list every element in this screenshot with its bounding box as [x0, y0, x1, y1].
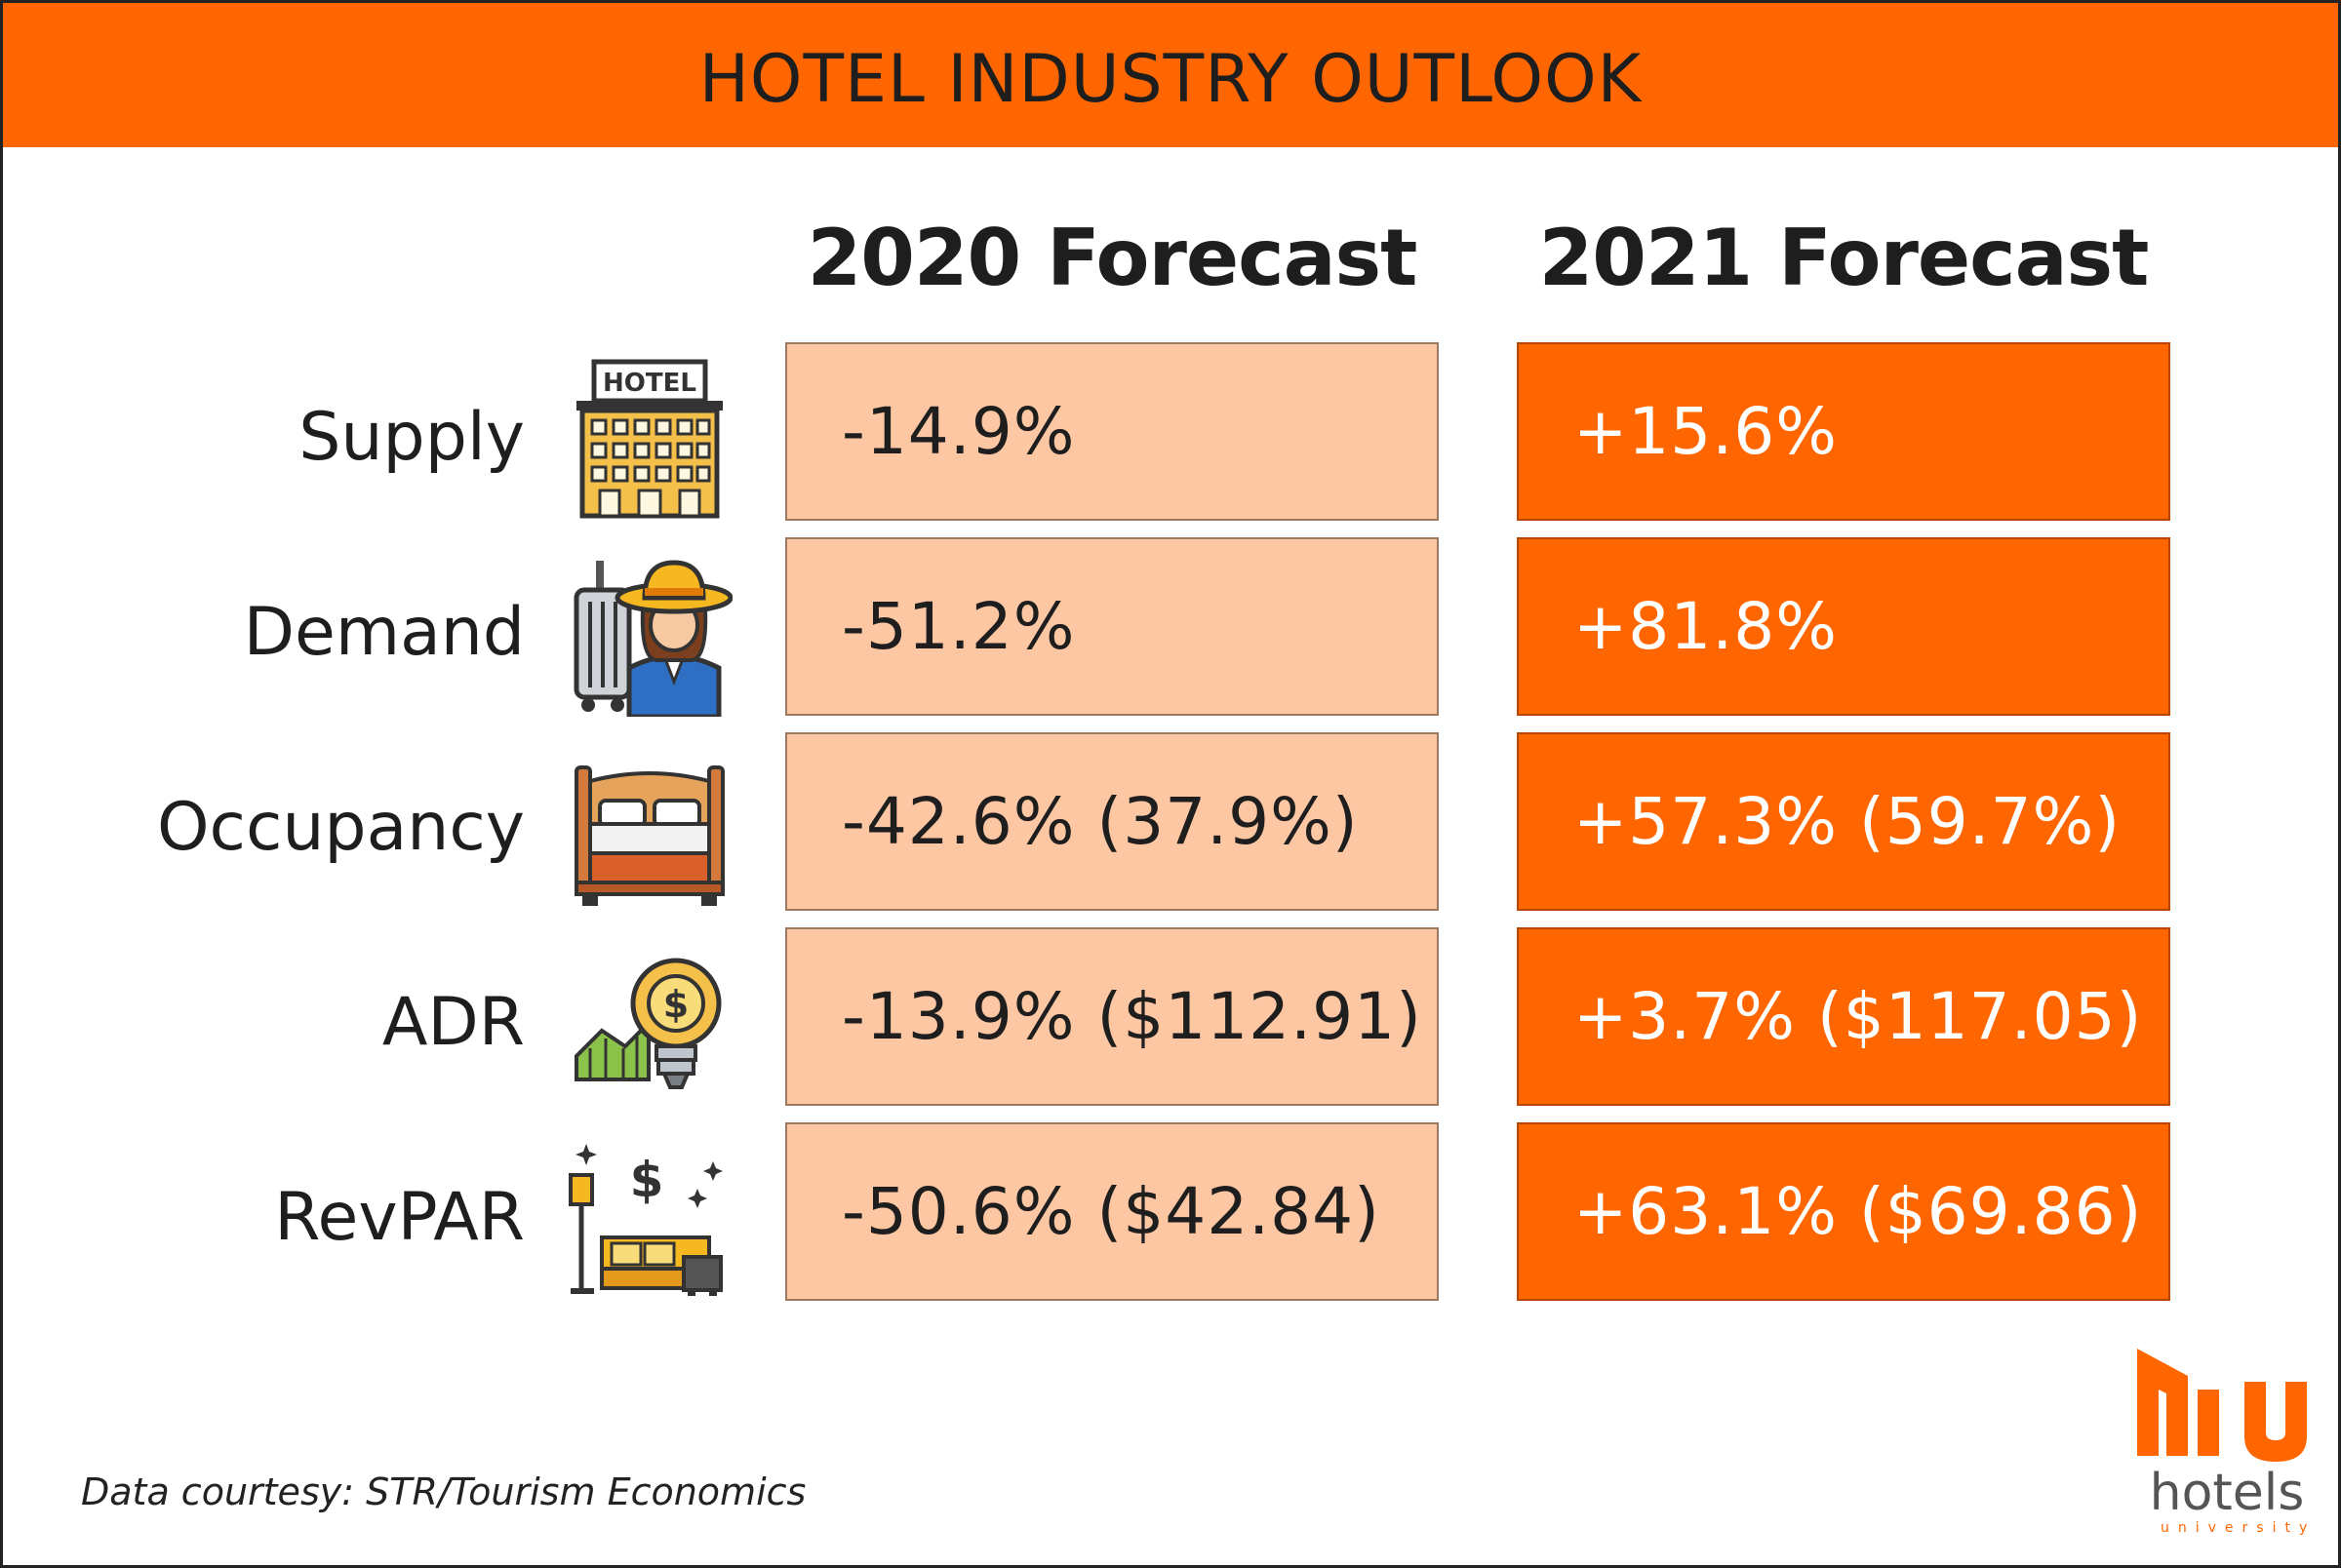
row-label-revpar: RevPAR	[274, 1179, 525, 1256]
column-header-2020: 2020 Forecast	[807, 213, 1418, 303]
hotel-room-dollar-icon: $	[569, 1144, 723, 1296]
cell-supply-2020: -14.9%	[785, 342, 1439, 521]
cell-demand-2021: +81.8%	[1517, 537, 2170, 716]
cell-revpar-2020: -50.6% ($42.84)	[785, 1122, 1439, 1301]
cell-adr-2021: +3.7% ($117.05)	[1517, 927, 2170, 1106]
title-banner: HOTEL INDUSTRY OUTLOOK	[3, 3, 2338, 147]
cell-supply-2021: +15.6%	[1517, 342, 2170, 521]
svg-text:$: $	[663, 983, 689, 1026]
traveler-with-suitcase-icon	[574, 560, 733, 717]
row-label-adr: ADR	[381, 984, 525, 1061]
cell-occupancy-2021: +57.3% (59.7%)	[1517, 732, 2170, 911]
logo-subtitle: university	[2161, 1520, 2317, 1536]
cell-occupancy-2020: -42.6% (37.9%)	[785, 732, 1439, 911]
row-label-supply: Supply	[298, 399, 525, 476]
data-source-credit: Data courtesy: STR/Tourism Economics	[81, 1470, 807, 1513]
lightbulb-dollar-icon: $	[575, 958, 722, 1089]
row-label-occupancy: Occupancy	[157, 789, 525, 866]
hotels-university-logo-icon	[2137, 1349, 2307, 1462]
svg-text:$: $	[630, 1152, 664, 1208]
svg-text:HOTEL: HOTEL	[603, 369, 696, 398]
hotel-building-icon: HOTEL	[576, 359, 723, 519]
row-label-demand: Demand	[243, 594, 525, 671]
bed-icon	[575, 765, 725, 906]
page-title: HOTEL INDUSTRY OUTLOOK	[698, 40, 1643, 118]
cell-demand-2020: -51.2%	[785, 537, 1439, 716]
column-header-2021: 2021 Forecast	[1538, 213, 2150, 303]
cell-adr-2020: -13.9% ($112.91)	[785, 927, 1439, 1106]
cell-revpar-2021: +63.1% ($69.86)	[1517, 1122, 2170, 1301]
logo-wordmark: hotels	[2149, 1464, 2305, 1522]
